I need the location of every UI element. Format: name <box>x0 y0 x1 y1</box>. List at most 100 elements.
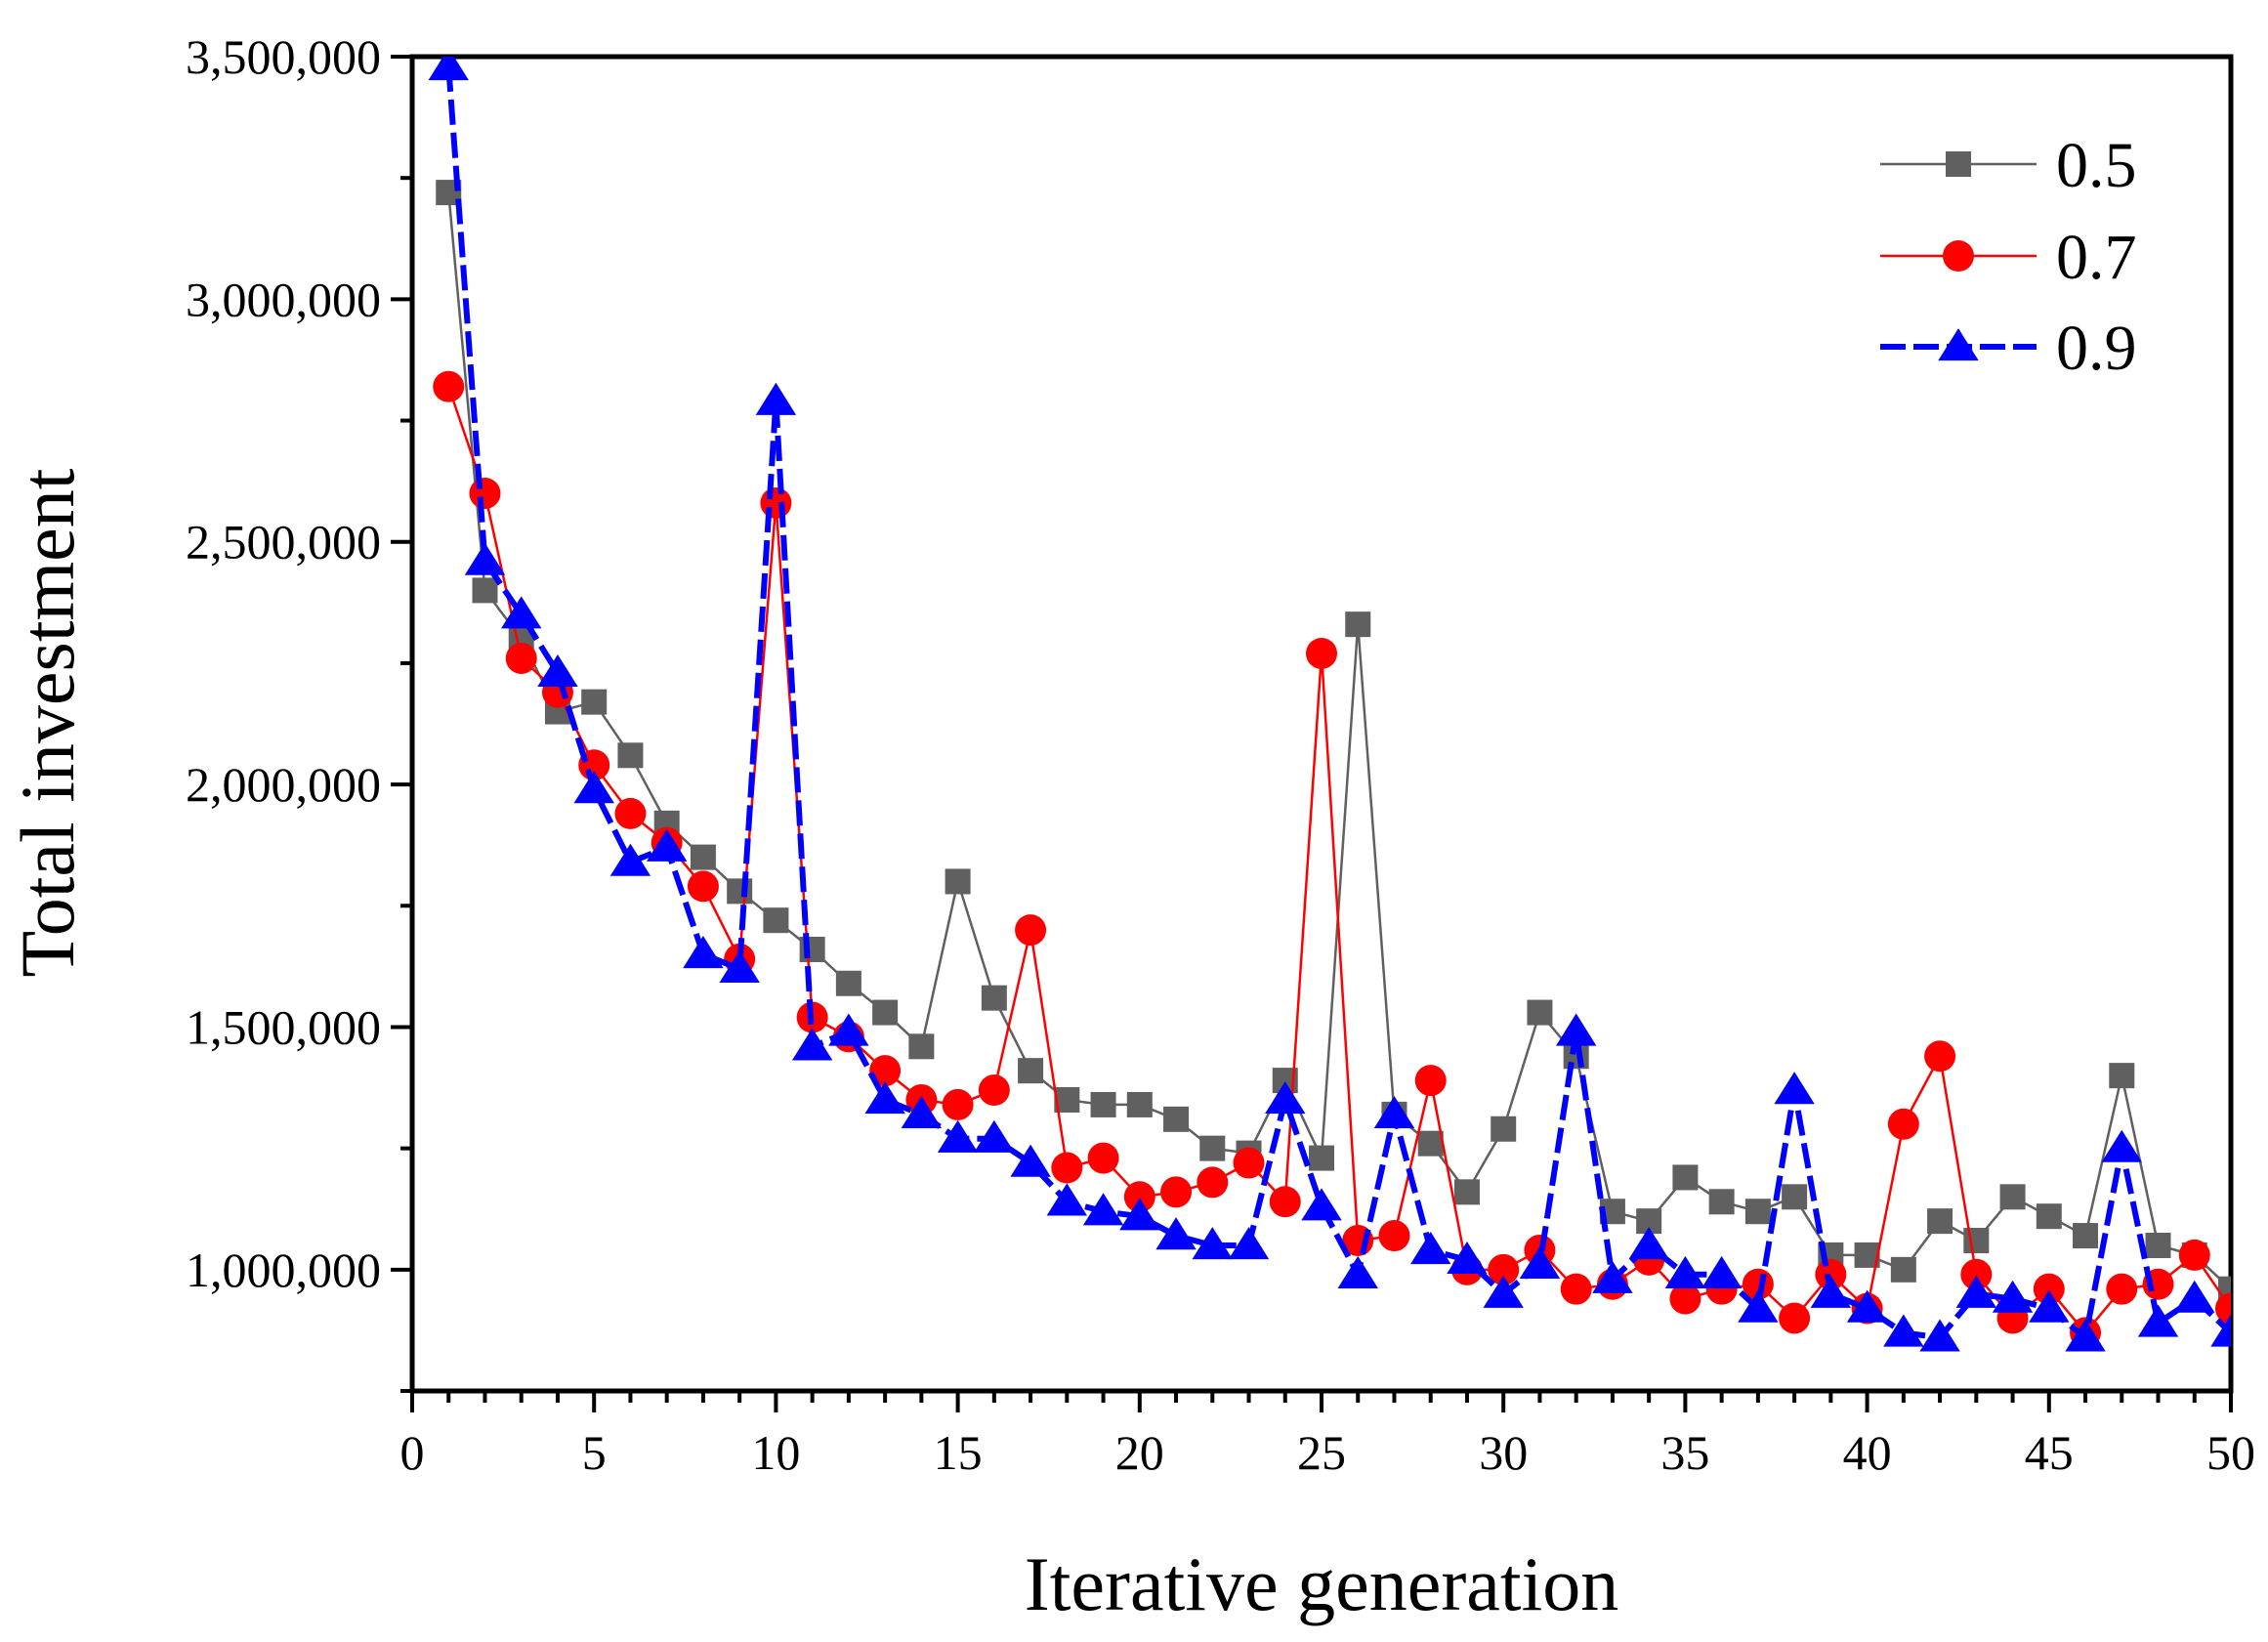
data-point <box>1782 1184 1808 1210</box>
data-point <box>908 1033 935 1060</box>
data-point <box>1810 1275 1852 1308</box>
data-point <box>1228 1227 1270 1260</box>
data-point <box>537 653 578 688</box>
data-point <box>428 57 469 81</box>
data-point <box>1197 1166 1229 1199</box>
data-point <box>1963 1228 1990 1254</box>
data-point <box>1123 1181 1155 1213</box>
data-point <box>1199 1135 1226 1161</box>
data-point <box>2174 1280 2215 1313</box>
x-tick-label: 0 <box>400 1425 425 1480</box>
data-point <box>2178 1239 2210 1271</box>
data-point <box>869 1055 902 1087</box>
data-point <box>1414 1065 1447 1097</box>
data-point <box>1126 1091 1153 1117</box>
data-point <box>1924 1040 1956 1073</box>
data-point <box>1155 1217 1197 1250</box>
data-point <box>469 478 501 510</box>
x-tick-label: 10 <box>751 1425 800 1480</box>
data-point <box>1453 1179 1480 1205</box>
data-point <box>1738 1289 1779 1323</box>
data-point <box>1560 1273 1592 1305</box>
y-tick-label: 2,000,000 <box>186 757 381 812</box>
data-point <box>617 742 644 769</box>
data-point <box>828 1013 869 1046</box>
data-point <box>2065 1319 2106 1352</box>
data-point <box>942 1088 974 1120</box>
data-point <box>464 542 506 575</box>
data-point <box>763 907 789 934</box>
data-point <box>1628 1227 1669 1260</box>
data-point <box>1301 1188 1342 1221</box>
data-point <box>1160 1176 1193 1208</box>
legend-marker <box>1938 328 1979 361</box>
data-point <box>2210 1314 2231 1347</box>
data-point <box>581 689 608 715</box>
data-point <box>501 596 542 629</box>
data-point <box>937 1119 979 1153</box>
data-point <box>1919 1319 1960 1352</box>
x-tick-label: 15 <box>934 1425 983 1480</box>
data-point <box>433 370 465 402</box>
data-point <box>1519 1245 1561 1280</box>
data-point <box>2033 1273 2065 1305</box>
data-point <box>978 1074 1010 1107</box>
data-point <box>945 868 971 895</box>
x-axis-title: Iterative generation <box>1025 1541 1619 1626</box>
data-point <box>1999 1184 2026 1210</box>
data-point <box>1046 1183 1088 1216</box>
data-point <box>687 870 719 903</box>
data-point <box>1018 1058 1044 1084</box>
y-tick-label: 1,500,000 <box>186 999 381 1054</box>
data-point <box>2137 1304 2179 1337</box>
data-point <box>1774 1072 1815 1105</box>
legend-marker <box>1946 151 1971 177</box>
data-point <box>2036 1203 2062 1230</box>
legend: 0.5 0.7 0.9 <box>1880 130 2137 384</box>
data-point <box>1306 637 1337 669</box>
data-point <box>1960 1258 1993 1290</box>
data-point <box>1672 1164 1699 1191</box>
data-point <box>1269 1186 1301 1218</box>
data-point <box>1378 1220 1410 1252</box>
data-point <box>901 1095 943 1129</box>
data-point <box>1708 1189 1735 1215</box>
data-point <box>1491 1116 1517 1142</box>
data-point <box>2101 1129 2142 1162</box>
data-point <box>2215 1292 2231 1325</box>
data-point <box>1265 1081 1306 1115</box>
data-point <box>864 1081 905 1115</box>
y-tick-label: 3,000,000 <box>186 272 381 326</box>
data-point <box>727 878 753 905</box>
data-point <box>609 843 651 876</box>
data-point <box>791 1028 833 1061</box>
data-point <box>1119 1198 1160 1231</box>
data-point <box>614 797 647 829</box>
data-point <box>1779 1302 1811 1334</box>
data-point <box>1337 1255 1378 1288</box>
data-point <box>1163 1106 1190 1132</box>
data-point <box>1701 1255 1743 1288</box>
x-axis-ticks: 0 5 10 15 20 25 30 35 40 45 50 <box>400 1391 2255 1480</box>
data-point <box>1669 1283 1701 1315</box>
data-point <box>2106 1273 2138 1305</box>
x-tick-label: 30 <box>1479 1425 1528 1480</box>
data-point <box>690 844 716 870</box>
data-point <box>472 577 498 604</box>
data-point <box>1890 1256 1916 1283</box>
data-point <box>835 970 861 996</box>
data-point <box>1417 1130 1444 1157</box>
x-tick-label: 50 <box>2206 1425 2255 1480</box>
data-point <box>505 642 537 674</box>
data-point <box>974 1119 1015 1153</box>
legend-label: 0.7 <box>2056 222 2137 293</box>
data-point <box>683 936 724 969</box>
series-0-5 <box>436 180 2231 1302</box>
data-point <box>1233 1147 1265 1179</box>
data-point <box>1592 1260 1633 1293</box>
data-point <box>1192 1227 1233 1260</box>
data-point <box>1015 914 1047 947</box>
x-tick-label: 45 <box>2025 1425 2074 1480</box>
